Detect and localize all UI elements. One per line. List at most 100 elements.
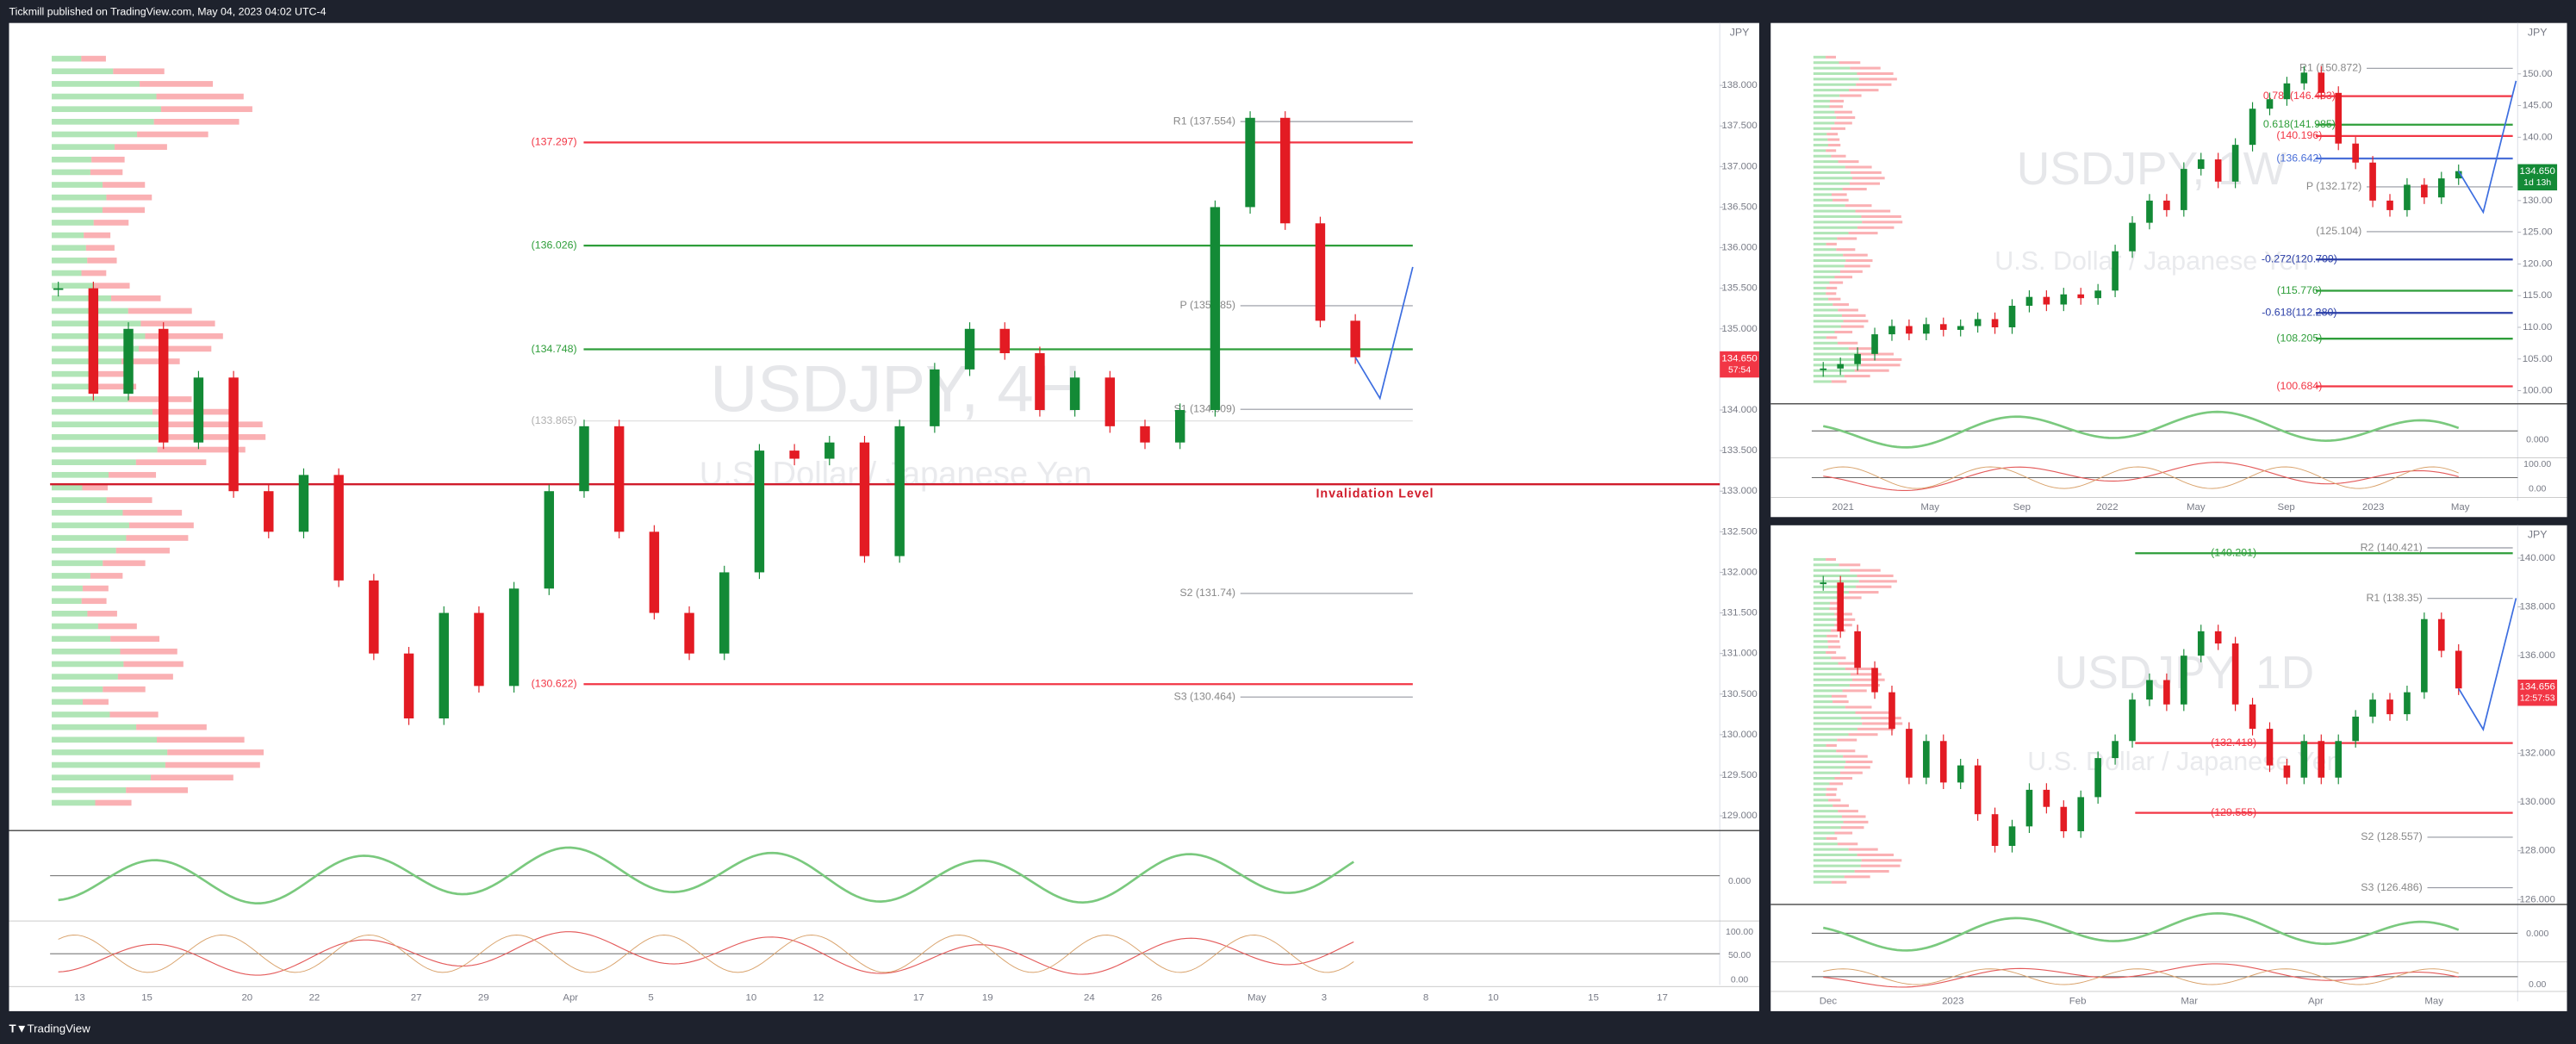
volume-profile [1834, 121, 1852, 125]
volume-profile [52, 421, 167, 428]
volume-profile [52, 408, 152, 415]
volume-profile [94, 283, 130, 289]
volume-profile [1844, 264, 1870, 268]
y-tick-label: 133.000 [1721, 486, 1757, 496]
volume-profile [1857, 352, 1894, 356]
volume-profile [1813, 574, 1857, 578]
candle [2249, 704, 2256, 730]
pivot-label: R1 (138.35) [2366, 592, 2422, 604]
volume-profile [139, 345, 212, 352]
x-tick-label: Apr [563, 993, 578, 1004]
volume-profile [1831, 656, 1846, 660]
candle [649, 531, 660, 613]
level-label: (140.201) [2211, 546, 2256, 558]
volume-profile [122, 509, 183, 516]
candle [2369, 162, 2376, 201]
y-tick-label: 135.000 [1721, 324, 1757, 334]
candle [1888, 692, 1895, 730]
y-tick-label: 134.000 [1721, 405, 1757, 415]
candle [2369, 699, 2376, 717]
projection-path [2458, 80, 2517, 214]
volume-profile [1813, 347, 1849, 351]
projection-path [1354, 266, 1414, 401]
badge-countdown: 12:57:53 [2520, 694, 2555, 704]
y-tick-label: 129.000 [1721, 811, 1757, 821]
volume-profile [1813, 352, 1857, 356]
level-label: (100.684) [2276, 380, 2322, 392]
volume-profile [1826, 133, 1839, 136]
volume-profile [1842, 689, 1867, 693]
y-tick-label: 120.00 [2523, 258, 2553, 269]
volume-profile [1813, 83, 1857, 86]
volume-profile [145, 332, 223, 339]
volume-profile [1813, 198, 1833, 202]
pivot-label: S3 (130.464) [1173, 690, 1235, 702]
volume-profile [1813, 700, 1833, 704]
volume-profile [52, 611, 88, 617]
volume-profile [1826, 793, 1837, 797]
x-tick-label: 17 [913, 993, 924, 1004]
volume-profile [1842, 188, 1867, 191]
volume-profile [115, 144, 167, 150]
candle [1035, 353, 1045, 410]
candle [1280, 117, 1291, 224]
volume-profile [1813, 815, 1842, 818]
candle [2146, 200, 2153, 223]
volume-profile [1827, 645, 1841, 649]
volume-profile [1854, 870, 1889, 873]
volume-profile [52, 220, 94, 226]
volume-profile [1851, 678, 1885, 681]
volume-profile [1813, 78, 1859, 81]
x-tick-label: 2023 [2362, 502, 2384, 513]
volume-profile [1813, 836, 1826, 840]
candle [2077, 294, 2085, 299]
level-label: (132.418) [2211, 736, 2256, 749]
volume-profile [1813, 276, 1835, 279]
volume-profile [1827, 640, 1840, 643]
volume-profile [1826, 743, 1837, 747]
volume-profile [1813, 563, 1839, 567]
volume-profile [103, 560, 146, 567]
volume-profile [1813, 248, 1837, 252]
candle [964, 328, 975, 370]
volume-profile [52, 712, 110, 718]
volume-profile [1813, 875, 1845, 879]
candle [2112, 251, 2119, 291]
y-tick-label: 131.500 [1721, 608, 1757, 618]
volume-profile [52, 761, 165, 768]
volume-profile [1813, 799, 1829, 802]
volume-profile [1826, 242, 1837, 245]
volume-profile [1813, 281, 1830, 284]
volume-profile [1813, 375, 1845, 378]
candle [369, 580, 379, 654]
volume-profile [1838, 308, 1858, 312]
volume-profile [1813, 618, 1837, 621]
candle [2404, 184, 2411, 210]
candle [2025, 789, 2033, 827]
level-label: -0.272(120.709) [2262, 252, 2337, 264]
osc-label: 0.00 [2529, 485, 2547, 494]
volume-profile [52, 68, 114, 75]
currency: JPY [2528, 26, 2548, 38]
volume-profile [1848, 848, 1878, 851]
volume-profile [1813, 308, 1839, 312]
osc-line [1822, 410, 2460, 449]
level-label: (133.865) [532, 414, 577, 426]
volume-profile [1813, 569, 1851, 572]
volume-profile [1845, 705, 1872, 709]
volume-profile [52, 182, 103, 188]
volume-profile [84, 232, 111, 239]
volume-profile [52, 787, 127, 793]
volume-profile [111, 295, 161, 301]
volume-profile [1813, 292, 1826, 295]
candle [1820, 582, 1827, 585]
candle [1820, 368, 1827, 370]
volume-profile [1860, 864, 1901, 867]
volume-profile [1826, 149, 1837, 152]
volume-profile [1813, 585, 1857, 588]
candle [88, 288, 99, 395]
volume-profile [52, 799, 96, 806]
volume-profile [1813, 149, 1826, 152]
volume-profile [1813, 831, 1835, 835]
candle [474, 612, 484, 687]
